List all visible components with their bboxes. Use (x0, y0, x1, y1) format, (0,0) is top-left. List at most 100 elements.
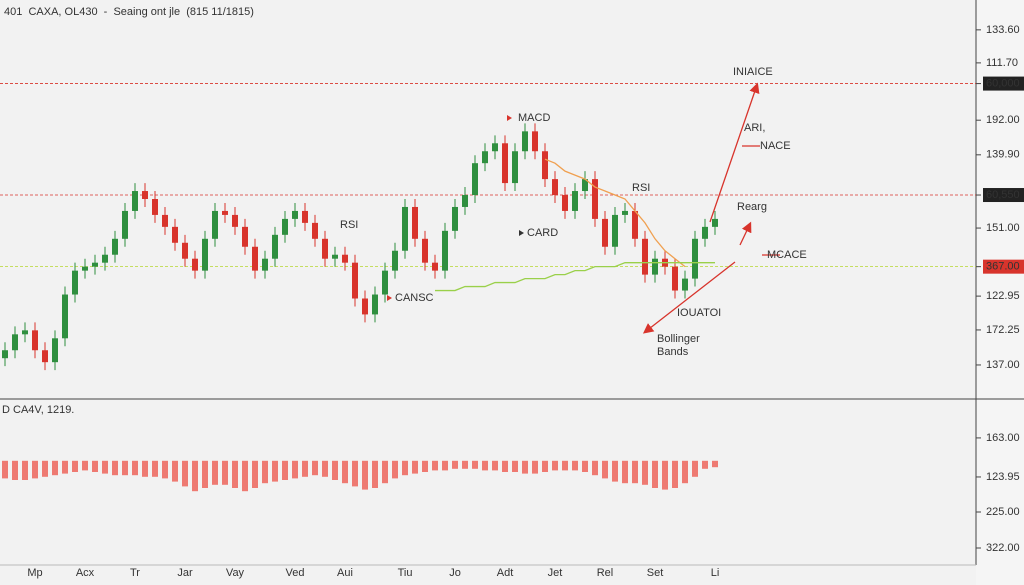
histogram-bar (712, 460, 718, 468)
histogram-bar (422, 460, 428, 472)
histogram-bar (602, 460, 608, 479)
candle-body (342, 254, 348, 263)
candle-body (302, 210, 308, 223)
marker (519, 230, 524, 236)
histogram-bar (592, 460, 598, 476)
candle-body (162, 214, 168, 227)
arrow (709, 82, 760, 223)
candle-body (122, 210, 128, 239)
y-tick-label: 151.00 (986, 222, 1020, 234)
histogram-bar (652, 460, 658, 488)
histogram-bar (172, 460, 178, 482)
histogram-bar (532, 460, 538, 474)
annotation: Rearg (737, 201, 767, 213)
y-tick-label: 139.90 (986, 149, 1020, 161)
candle-body (392, 250, 398, 271)
candle-body (492, 143, 498, 152)
histogram-bar (512, 460, 518, 472)
candle-body (312, 222, 318, 239)
annotation: Bollinger (657, 333, 700, 345)
candle-body (642, 238, 648, 275)
candle-body (612, 214, 618, 247)
price-tag (983, 259, 1024, 274)
candle-body (252, 246, 258, 271)
candle-body (452, 206, 458, 231)
x-tick-label: Aui (337, 567, 353, 579)
candle-body (652, 258, 658, 275)
histogram-bar (362, 460, 368, 490)
candle-body (372, 294, 378, 315)
x-tick-label: Tiu (398, 567, 413, 579)
candle-body (322, 238, 328, 259)
candle-body (462, 195, 468, 207)
candle-body (602, 218, 608, 247)
y-tick-label: 172.25 (986, 324, 1020, 336)
x-tick-label: Jar (177, 567, 193, 579)
histogram-bar (402, 460, 408, 476)
y-tick-label: 60,000 (986, 77, 1020, 89)
histogram-bar (442, 460, 448, 471)
candle-body (92, 262, 98, 267)
histogram-bar (582, 460, 588, 472)
candle-body (332, 254, 338, 259)
histogram-bar (162, 460, 168, 479)
histogram-bar (642, 460, 648, 485)
histogram-bar (572, 460, 578, 471)
x-tick-label: Set (647, 567, 664, 579)
histogram-bar (62, 460, 68, 474)
candle-body (132, 191, 138, 211)
histogram-bar (52, 460, 58, 476)
candle-body (272, 234, 278, 259)
histogram-bar (622, 460, 628, 484)
histogram-bar (252, 460, 258, 488)
histogram-bar (342, 460, 348, 484)
histogram-bar (272, 460, 278, 482)
candle-body (382, 270, 388, 295)
y-tick-label: 322.00 (986, 542, 1020, 554)
marker (507, 115, 512, 121)
y-tick-label: 163.00 (986, 432, 1020, 444)
candle-body (472, 163, 478, 196)
histogram-bar (242, 460, 248, 492)
y-tick-label: 367.00 (986, 261, 1020, 273)
x-tick-label: Li (711, 567, 720, 579)
histogram-bar (542, 460, 548, 472)
candle-body (192, 258, 198, 271)
histogram-bar (702, 460, 708, 469)
candle-body (112, 238, 118, 255)
chart-title: 401 CAXA, OL430 - Seaing ont jle (815 11… (4, 6, 254, 18)
histogram-bar (112, 460, 118, 476)
candle-body (152, 199, 158, 215)
annotation: RSI (340, 219, 358, 231)
indicator-line (435, 262, 715, 292)
histogram-bar (302, 460, 308, 477)
histogram-bar (412, 460, 418, 474)
histogram-bar (552, 460, 558, 471)
x-tick-label: Vay (226, 567, 245, 579)
annotation: RSI (632, 182, 650, 194)
x-tick-label: Ved (286, 567, 305, 579)
x-tick-label: Jo (449, 567, 461, 579)
histogram-bar (262, 460, 268, 484)
candle-body (442, 230, 448, 271)
candle-body (672, 266, 678, 291)
candle-body (72, 270, 78, 295)
histogram-bar (332, 460, 338, 480)
histogram-bar (612, 460, 618, 482)
histogram-bar (462, 460, 468, 469)
histogram-bar (522, 460, 528, 474)
histogram-bar (222, 460, 228, 485)
y-tick-label: 123.95 (986, 471, 1020, 483)
histogram-bar (502, 460, 508, 472)
candle-body (172, 226, 178, 243)
annotation: NACE (760, 140, 791, 152)
price-tag (983, 188, 1024, 203)
candle-body (242, 226, 248, 247)
candle-body (502, 143, 508, 184)
histogram-bar (472, 460, 478, 469)
oscillator-title: D CA4V, 1219. (2, 404, 74, 416)
histogram-bar (432, 460, 438, 471)
histogram-bar (32, 460, 38, 479)
histogram-bar (322, 460, 328, 477)
candle-body (682, 278, 688, 291)
